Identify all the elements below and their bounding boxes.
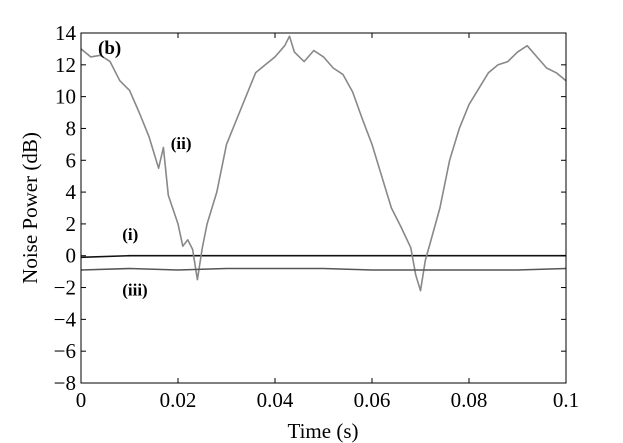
- y-tick-label: −2: [54, 276, 76, 300]
- x-tick-label: 0.1: [553, 388, 579, 412]
- plot-frame: [80, 32, 567, 384]
- x-tick-label: 0.06: [354, 388, 391, 412]
- x-tick-label: 0: [76, 388, 87, 412]
- y-tick-label: 4: [66, 180, 77, 204]
- x-tick-label: 0.04: [257, 388, 294, 412]
- series-annotation: (ii): [171, 134, 192, 153]
- series-layer: [80, 35, 567, 292]
- x-axis-title: Time (s): [288, 419, 359, 443]
- panel-label: (b): [98, 38, 121, 59]
- series-line-2: [80, 35, 567, 292]
- x-tick-label: 0.02: [160, 388, 197, 412]
- y-tick-label: 8: [66, 116, 77, 140]
- series-line-3: [80, 267, 567, 271]
- series-annotation: (i): [122, 225, 138, 244]
- y-tick-label: −4: [54, 307, 77, 331]
- y-tick-label: −8: [54, 371, 76, 395]
- y-axis-title: Noise Power (dB): [18, 132, 42, 284]
- y-tick-label: 6: [66, 148, 77, 172]
- y-tick-label: 14: [55, 21, 77, 45]
- series-annotation: (iii): [122, 281, 148, 300]
- y-tick-label: 10: [55, 85, 76, 109]
- y-tick-label: 12: [55, 53, 76, 77]
- x-axis: 0 0.02 0.04 0.06 0.08 0.1: [76, 33, 579, 412]
- y-tick-label: 2: [66, 212, 77, 236]
- plot-area: [81, 33, 566, 383]
- annotations: (i) (ii) (iii): [122, 134, 191, 299]
- y-axis: −8 −6 −4 −2 0 2 4 6 8 10 12 14: [54, 21, 566, 395]
- y-tick-label: −6: [54, 339, 76, 363]
- y-tick-label: 0: [66, 244, 77, 268]
- series-line-1: [80, 254, 566, 259]
- x-tick-label: 0.08: [451, 388, 488, 412]
